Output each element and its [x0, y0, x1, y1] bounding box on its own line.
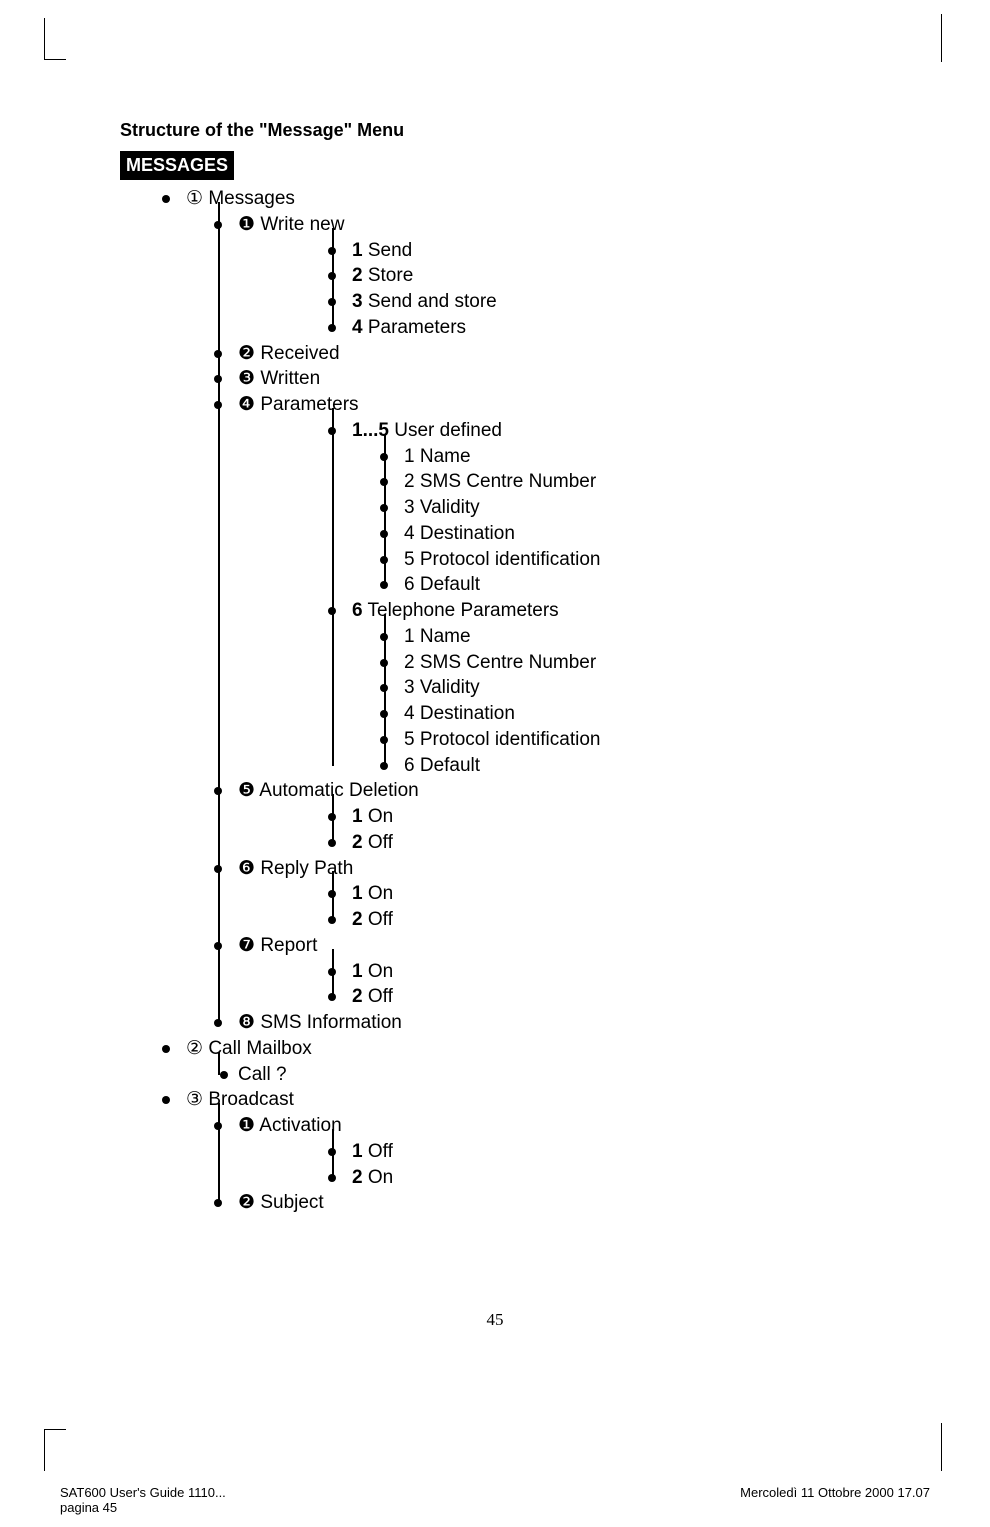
item-automatic-deletion: ❺ Automatic Deletion — [232, 778, 890, 804]
crop-mark — [941, 1423, 942, 1471]
item-parameters-group: ❹ Parameters — [232, 392, 890, 418]
item-store: 2 Store — [346, 263, 890, 289]
item-destination: 4 Destination — [398, 701, 890, 727]
item-written: ❸ Written — [232, 366, 890, 392]
item-validity: 3 Validity — [398, 495, 890, 521]
item-telephone-parameters: 6 Telephone Parameters — [346, 598, 890, 624]
item-reply-path: ❻ Reply Path — [232, 856, 890, 882]
item-subject: ❷ Subject — [232, 1190, 890, 1216]
item-validity: 3 Validity — [398, 675, 890, 701]
item-call-question: Call ? — [232, 1062, 890, 1088]
item-sms-information: ❽ SMS Information — [232, 1010, 890, 1036]
item-default: 6 Default — [398, 572, 890, 598]
item-default: 6 Default — [398, 753, 890, 779]
item-off: 1 Off — [346, 1139, 890, 1165]
crop-mark — [44, 18, 66, 60]
item-send: 1 Send — [346, 238, 890, 264]
item-report: ❼ Report — [232, 933, 890, 959]
item-off: 2 Off — [346, 907, 890, 933]
item-on: 1 On — [346, 881, 890, 907]
crop-mark — [44, 1429, 66, 1471]
crop-mark — [941, 14, 942, 62]
item-sms-centre-number: 2 SMS Centre Number — [398, 650, 890, 676]
item-protocol-identification: 5 Protocol identification — [398, 547, 890, 573]
item-on: 1 On — [346, 959, 890, 985]
item-received: ❷ Received — [232, 341, 890, 367]
item-parameters: 4 Parameters — [346, 315, 890, 341]
footer-doc-title: SAT600 User's Guide 1110... — [60, 1485, 226, 1500]
item-name: 1 Name — [398, 444, 890, 470]
item-send-and-store: 3 Send and store — [346, 289, 890, 315]
footer-page: pagina 45 — [60, 1500, 117, 1515]
item-on: 1 On — [346, 804, 890, 830]
page-number: 45 — [0, 1310, 990, 1330]
item-messages: ① Messages — [180, 186, 890, 212]
item-call-mailbox: ② Call Mailbox — [180, 1036, 890, 1062]
menu-tree: ① Messages ❶ Write new 1 Send 2 Store 3 … — [180, 186, 890, 1216]
item-name: 1 Name — [398, 624, 890, 650]
item-off: 2 Off — [346, 984, 890, 1010]
item-sms-centre-number: 2 SMS Centre Number — [398, 469, 890, 495]
item-user-defined: 1...5 User defined — [346, 418, 890, 444]
section-heading: Structure of the "Message" Menu — [120, 120, 890, 141]
footer-timestamp: Mercoledì 11 Ottobre 2000 17.07 — [740, 1485, 930, 1500]
item-on: 2 On — [346, 1165, 890, 1191]
messages-box-label: MESSAGES — [120, 151, 234, 180]
item-activation: ❶ Activation — [232, 1113, 890, 1139]
item-off: 2 Off — [346, 830, 890, 856]
footer: SAT600 User's Guide 1110... pagina 45 Me… — [60, 1485, 930, 1515]
item-destination: 4 Destination — [398, 521, 890, 547]
item-broadcast: ③ Broadcast — [180, 1087, 890, 1113]
item-protocol-identification: 5 Protocol identification — [398, 727, 890, 753]
item-write-new: ❶ Write new — [232, 212, 890, 238]
